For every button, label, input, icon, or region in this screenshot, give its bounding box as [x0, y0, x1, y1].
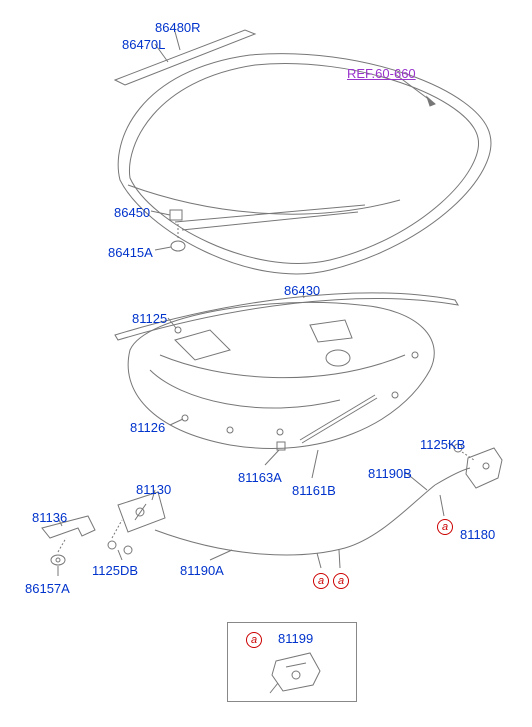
label-86450[interactable]: 86450 — [114, 205, 150, 220]
label-81190A[interactable]: 81190A — [180, 563, 224, 578]
marker-a-3: a — [333, 572, 349, 589]
label-86430[interactable]: 86430 — [284, 283, 320, 298]
label-86157A[interactable]: 86157A — [25, 581, 70, 596]
label-86470L[interactable]: 86470L — [122, 37, 165, 52]
label-81199[interactable]: 81199 — [278, 631, 313, 646]
label-81126[interactable]: 81126 — [130, 420, 165, 435]
marker-a-inset: a — [246, 631, 262, 648]
label-86480R[interactable]: 86480R — [155, 20, 201, 35]
label-81161B[interactable]: 81161B — [292, 483, 336, 498]
label-81125[interactable]: 81125 — [132, 311, 167, 326]
label-1125KB[interactable]: 1125KB — [420, 437, 465, 452]
marker-a-2: a — [313, 572, 329, 589]
label-81136[interactable]: 81136 — [32, 510, 67, 525]
label-ref-60-660[interactable]: REF.60-660 — [347, 66, 416, 81]
label-81130[interactable]: 81130 — [136, 482, 171, 497]
label-86415A[interactable]: 86415A — [108, 245, 153, 260]
label-81180[interactable]: 81180 — [460, 527, 495, 542]
label-81163A[interactable]: 81163A — [238, 470, 282, 485]
label-81190B[interactable]: 81190B — [368, 466, 412, 481]
label-1125DB[interactable]: 1125DB — [92, 563, 138, 578]
diagram-svg — [0, 0, 532, 727]
marker-a-1: a — [437, 518, 453, 535]
